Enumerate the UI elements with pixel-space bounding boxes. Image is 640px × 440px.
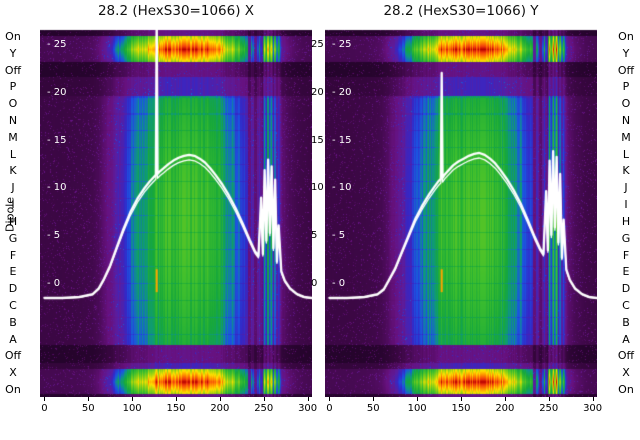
device-row-label-right: C xyxy=(622,298,630,312)
x-tick-mark xyxy=(461,397,462,401)
heatmap-plot-y xyxy=(325,12,597,397)
y-tick-inner: - 5 xyxy=(332,229,346,241)
device-row-label-right: H xyxy=(621,214,631,228)
device-row-label-left: L xyxy=(9,147,17,161)
x-tick-mark xyxy=(44,397,45,401)
device-row-label-left: M xyxy=(8,130,18,144)
device-row-label-right: E xyxy=(622,265,630,279)
device-row-label-left: G xyxy=(8,231,18,245)
x-tick-label: 50 xyxy=(81,403,95,414)
x-tick-mark xyxy=(549,397,550,401)
x-tick-label: 200 xyxy=(210,403,230,414)
device-row-label-right: X xyxy=(622,366,630,380)
y-tick-inner: - 15 xyxy=(47,134,67,146)
device-row-label-left: X xyxy=(9,366,17,380)
x-tick-mark xyxy=(329,397,330,401)
x-tick-label: 100 xyxy=(122,403,142,414)
x-tick-mark xyxy=(132,397,133,401)
x-tick-mark xyxy=(417,397,418,401)
device-row-label-left: F xyxy=(9,248,17,262)
device-row-label-left: C xyxy=(9,298,17,312)
x-tick-label: 0 xyxy=(326,403,333,414)
y-tick-center: 5 xyxy=(311,229,318,241)
y-tick-inner: - 20 xyxy=(47,86,67,98)
x-tick-label: 150 xyxy=(451,403,471,414)
x-tick-label: 250 xyxy=(254,403,274,414)
device-row-label-left: K xyxy=(9,164,17,178)
x-tick-label: 200 xyxy=(495,403,515,414)
heatmap-plot-x xyxy=(40,12,312,397)
x-tick-label: 300 xyxy=(298,403,318,414)
device-row-label-left: A xyxy=(9,332,17,346)
y-tick-inner: - 25 xyxy=(332,39,352,51)
device-row-label-right: D xyxy=(621,282,631,296)
y-tick-inner: - 5 xyxy=(47,229,61,241)
device-row-label-right: M xyxy=(621,130,631,144)
device-row-label-right: A xyxy=(622,332,630,346)
x-tick-label: 100 xyxy=(407,403,427,414)
device-row-label-left: H xyxy=(8,214,18,228)
device-row-label-left: D xyxy=(8,282,18,296)
device-row-label-right: On xyxy=(618,30,634,43)
device-row-label-left: Y xyxy=(9,46,17,60)
x-tick-label: 50 xyxy=(366,403,380,414)
device-row-label-right: P xyxy=(622,80,630,94)
device-row-label-left: B xyxy=(9,315,17,329)
device-row-label-right: N xyxy=(621,114,631,128)
x-tick-mark xyxy=(176,397,177,401)
y-tick-inner: - 0 xyxy=(332,277,346,289)
x-tick-label: 300 xyxy=(583,403,603,414)
x-tick-label: 150 xyxy=(166,403,186,414)
device-row-label-right: B xyxy=(622,315,630,329)
device-row-label-right: On xyxy=(618,383,634,396)
device-row-label-left: E xyxy=(9,265,17,279)
device-row-label-left: Off xyxy=(4,349,22,363)
x-tick-label: 250 xyxy=(539,403,559,414)
device-row-label-left: On xyxy=(5,30,21,43)
x-tick-label: 0 xyxy=(41,403,48,414)
y-tick-inner: - 10 xyxy=(332,182,352,194)
x-tick-mark xyxy=(593,397,594,401)
device-row-label-left: P xyxy=(9,80,17,94)
device-row-label-right: Y xyxy=(622,46,630,60)
device-row-label-left: I xyxy=(11,198,15,212)
y-tick-center: 0 xyxy=(311,277,318,289)
device-row-label-right: L xyxy=(622,147,630,161)
y-tick-inner: - 10 xyxy=(47,182,67,194)
x-tick-mark xyxy=(220,397,221,401)
y-tick-center: 10 xyxy=(311,182,324,194)
x-tick-mark xyxy=(308,397,309,401)
device-row-label-right: O xyxy=(621,97,631,111)
device-row-label-left: J xyxy=(11,181,15,195)
device-row-label-right: J xyxy=(624,181,628,195)
x-tick-mark xyxy=(373,397,374,401)
device-row-label-left: Off xyxy=(4,63,22,77)
x-tick-mark xyxy=(264,397,265,401)
device-row-label-right: Off xyxy=(617,349,635,363)
y-tick-inner: - 25 xyxy=(47,39,67,51)
device-row-label-left: O xyxy=(8,97,18,111)
y-tick-center: 20 xyxy=(311,86,324,98)
x-tick-mark xyxy=(88,397,89,401)
y-tick-inner: - 0 xyxy=(47,277,61,289)
x-tick-mark xyxy=(505,397,506,401)
device-row-label-right: G xyxy=(621,231,631,245)
device-row-label-right: K xyxy=(622,164,630,178)
y-tick-inner: - 20 xyxy=(332,86,352,98)
device-row-label-left: N xyxy=(8,114,18,128)
device-row-label-right: I xyxy=(624,198,628,212)
y-tick-center: 15 xyxy=(311,134,324,146)
device-row-label-right: Off xyxy=(617,63,635,77)
y-tick-inner: - 15 xyxy=(332,134,352,146)
device-row-label-right: F xyxy=(622,248,630,262)
y-tick-center: 25 xyxy=(311,39,324,51)
device-row-label-left: On xyxy=(5,383,21,396)
